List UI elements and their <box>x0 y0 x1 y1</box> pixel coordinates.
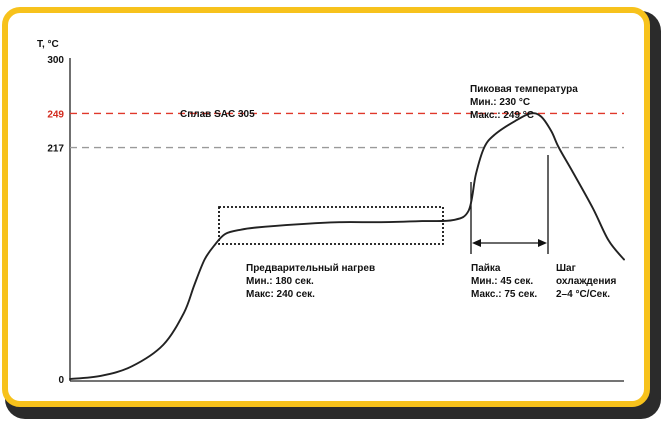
reference-lines <box>70 112 624 149</box>
preheat-zone-box <box>218 206 444 245</box>
temperature-profile-curve <box>69 112 625 380</box>
preheat-min: Мин.: 180 сек. <box>246 276 314 287</box>
peak-max: Макс.: 249 °C <box>470 110 534 121</box>
y-tick-label-300: 300 <box>47 55 64 66</box>
cooling-rate: 2–4 °C/Сек. <box>556 289 610 300</box>
soldering-title: Пайка <box>471 263 501 274</box>
cooling-title: Шаг <box>556 263 576 274</box>
y-tick-label-249: 249 <box>47 109 64 120</box>
y-axis-title: T, °C <box>37 39 59 50</box>
peak-title: Пиковая температура <box>470 84 578 95</box>
soldering-arrow-head-right <box>538 239 547 247</box>
preheat-max: Макс: 240 сек. <box>246 289 315 300</box>
alloy-label: Сплав SAC 305 <box>180 109 255 120</box>
soldering-min: Мин.: 45 сек. <box>471 276 533 287</box>
chart-frame <box>2 7 650 407</box>
y-tick-label-0: 0 <box>58 375 64 386</box>
preheat-title: Предварительный нагрев <box>246 263 375 274</box>
y-tick-labels: 300 249 217 0 <box>47 55 64 386</box>
soldering-max: Макс.: 75 сек. <box>471 289 537 300</box>
soldering-arrow-head-left <box>472 239 481 247</box>
cooling-line2: охлаждения <box>556 276 617 287</box>
y-tick-label-217: 217 <box>47 144 64 155</box>
peak-min: Мин.: 230 °C <box>470 97 530 108</box>
